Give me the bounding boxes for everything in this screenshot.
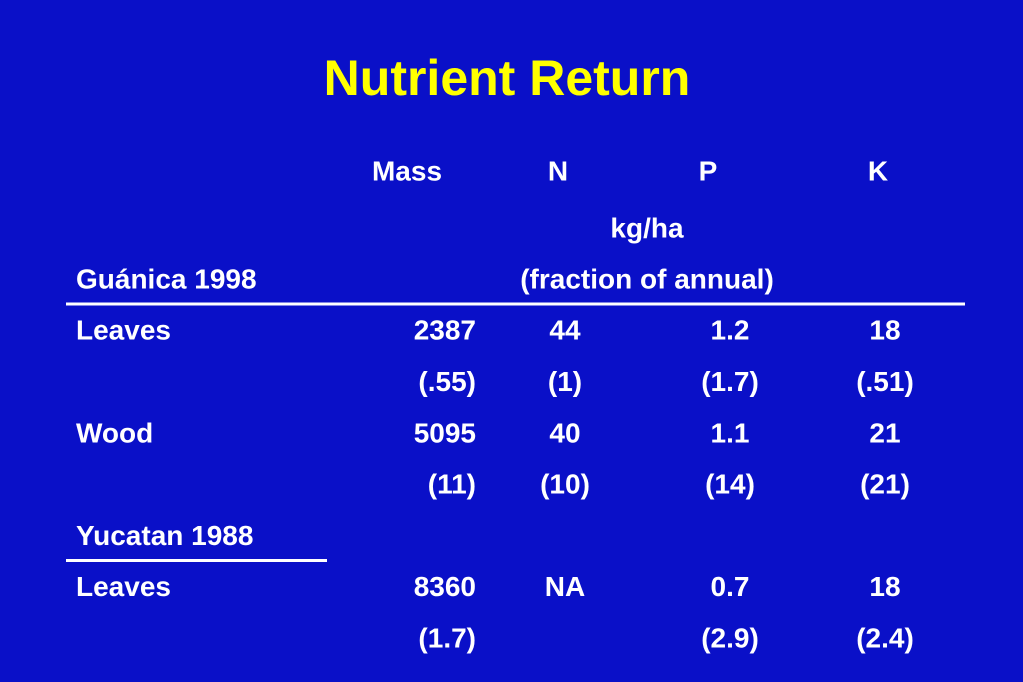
cell: 1.1 xyxy=(711,417,750,448)
column-header: K xyxy=(868,155,888,186)
cell: (2.9) xyxy=(701,622,759,653)
slide-title: Nutrient Return xyxy=(324,50,691,106)
cell: 8360 xyxy=(414,571,476,602)
row-label: Wood xyxy=(76,417,153,448)
site-label: Yucatan 1988 xyxy=(76,520,253,551)
column-header: N xyxy=(548,155,568,186)
cell: 18 xyxy=(869,571,900,602)
cell: 2387 xyxy=(414,315,476,346)
cell: (.51) xyxy=(856,366,914,397)
row-label: Leaves xyxy=(76,571,171,602)
unit-label: kg/ha xyxy=(610,212,684,243)
cell: 44 xyxy=(549,315,581,346)
site-note: (fraction of annual) xyxy=(520,263,774,294)
site-label: Guánica 1998 xyxy=(76,263,257,294)
cell: 18 xyxy=(869,315,900,346)
cell: (2.4) xyxy=(856,622,914,653)
cell: 1.2 xyxy=(711,315,750,346)
cell: (1.7) xyxy=(418,622,476,653)
cell: NA xyxy=(545,571,585,602)
cell: (1) xyxy=(548,366,582,397)
cell: 21 xyxy=(869,417,900,448)
cell: 0.7 xyxy=(711,571,750,602)
cell: (11) xyxy=(428,469,476,500)
cell: (21) xyxy=(860,469,910,500)
column-header: Mass xyxy=(372,155,442,186)
cell: (10) xyxy=(540,469,590,500)
cell: 5095 xyxy=(414,417,476,448)
cell: (.55) xyxy=(418,366,476,397)
cell: (14) xyxy=(705,469,755,500)
column-header: P xyxy=(699,155,718,186)
row-label: Leaves xyxy=(76,315,171,346)
cell: 40 xyxy=(549,417,580,448)
cell: (1.7) xyxy=(701,366,759,397)
